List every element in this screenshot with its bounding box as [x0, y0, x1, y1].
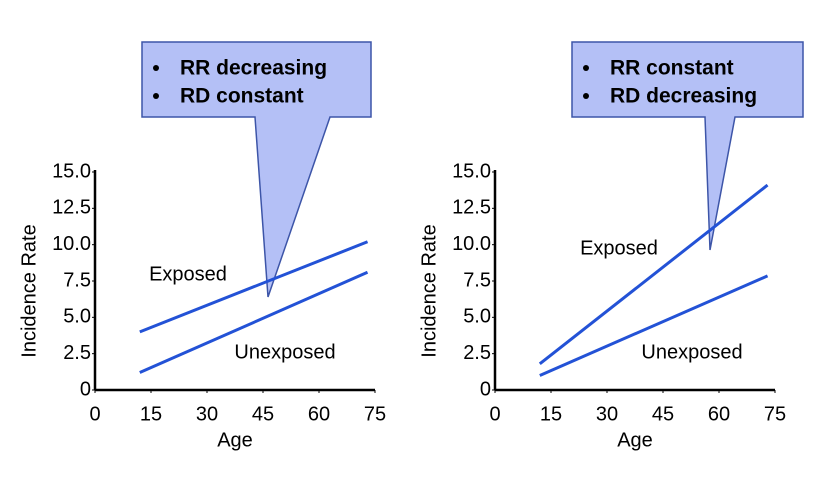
y-tick-label: 7.5 [63, 269, 91, 291]
x-tick-label: 45 [252, 403, 274, 425]
callout: RR constant RD decreasing [571, 41, 804, 251]
y-tick-label: 2.5 [463, 342, 491, 364]
x-axis-label: Age [617, 429, 653, 451]
x-tick-label: 30 [596, 403, 618, 425]
y-tick-label: 2.5 [63, 342, 91, 364]
callout-text: RR decreasing [180, 57, 327, 80]
y-tick-label: 15.0 [452, 160, 491, 182]
y-tick-label: 5.0 [63, 306, 91, 328]
y-axis-label: Incidence Rate [18, 224, 40, 357]
bullet [153, 93, 159, 99]
callout-box [141, 41, 372, 298]
bullet [583, 93, 589, 99]
x-tick-label: 0 [489, 403, 500, 425]
bullet [583, 65, 589, 71]
series-line [538, 183, 769, 366]
y-tick-label: 5.0 [463, 306, 491, 328]
x-tick-label: 60 [708, 403, 730, 425]
y-tick-label: 7.5 [463, 269, 491, 291]
x-tick-label: 15 [540, 403, 562, 425]
y-tick-label: 0 [480, 378, 491, 400]
callout-text: RD constant [180, 85, 304, 108]
callout: RR decreasing RD constant [141, 41, 372, 298]
x-tick-label: 45 [652, 403, 674, 425]
bullet [153, 65, 159, 71]
series-label: Exposed [580, 237, 658, 259]
y-tick-label: 10.0 [452, 233, 491, 255]
x-tick-label: 0 [89, 403, 100, 425]
series-line [139, 240, 369, 334]
y-tick-label: 15.0 [52, 160, 91, 182]
callout-text: RD decreasing [610, 85, 757, 108]
series-label: Unexposed [641, 341, 742, 363]
x-tick-label: 30 [196, 403, 218, 425]
x-tick-label: 75 [364, 403, 386, 425]
y-tick-label: 12.5 [452, 197, 491, 219]
callout-text: RR constant [610, 57, 734, 80]
series-line [139, 270, 369, 374]
x-axis-label: Age [217, 429, 253, 451]
series-line [539, 274, 769, 377]
y-tick-label: 0 [80, 378, 91, 400]
x-tick-label: 60 [308, 403, 330, 425]
y-axis-label: Incidence Rate [418, 224, 440, 357]
x-tick-label: 15 [140, 403, 162, 425]
x-tick-label: 75 [764, 403, 786, 425]
callout-box [571, 41, 804, 251]
series-label: Unexposed [234, 341, 335, 363]
y-tick-label: 10.0 [52, 233, 91, 255]
y-tick-label: 12.5 [52, 197, 91, 219]
series-label: Exposed [149, 263, 227, 285]
